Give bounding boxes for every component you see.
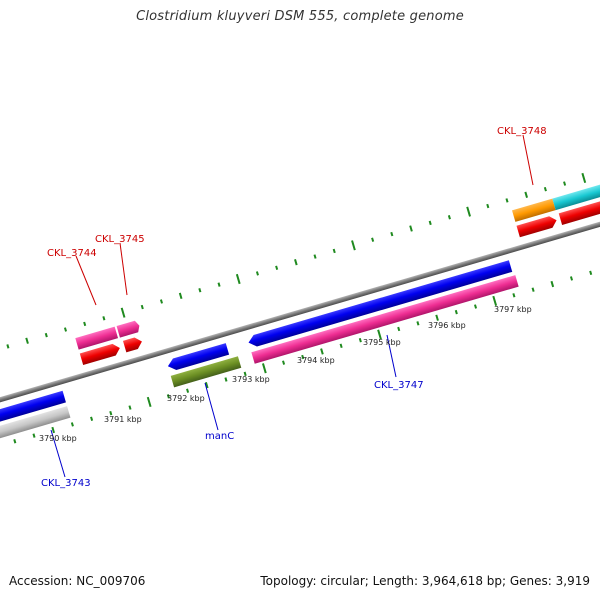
- cds-orange-CKL_3748: [512, 198, 556, 222]
- genome-summary-text: Topology: circular; Length: 3,964,618 bp…: [260, 574, 590, 588]
- cds-pink-CKL_3745: [116, 320, 140, 338]
- cds-red-1: [79, 343, 120, 365]
- scale-label: 3790 kbp: [39, 434, 77, 443]
- gene-label-CKL_3744: CKL_3744: [47, 248, 97, 259]
- gene-label-CKL_3743: CKL_3743: [41, 478, 91, 489]
- scale-label: 3791 kbp: [104, 415, 142, 424]
- leader-CKL_3745: [119, 242, 128, 296]
- scale-label: 3795 kbp: [363, 338, 401, 347]
- map-title: Clostridium kluyveri DSM 555, complete g…: [136, 9, 464, 24]
- reverse-tick-row: [13, 270, 593, 444]
- cds-red-right-1: [516, 216, 557, 238]
- cds-green-manC: [170, 356, 242, 388]
- gene-label-manC: manC: [205, 431, 234, 442]
- cds-pink-CKL_3747: [251, 275, 519, 364]
- gene-label-CKL_3747: CKL_3747: [374, 380, 424, 391]
- accession-text: Accession: NC_009706: [9, 574, 146, 588]
- leader-manC: [204, 382, 219, 431]
- cds-cyan-right: [552, 181, 600, 211]
- scale-label: 3792 kbp: [167, 394, 205, 403]
- scale-label: 3794 kbp: [297, 356, 335, 365]
- cds-blue-long: [248, 260, 513, 347]
- scale-label: 3797 kbp: [494, 305, 532, 314]
- leader-CKL_3743: [50, 429, 66, 478]
- gene-label-CKL_3748: CKL_3748: [497, 126, 547, 137]
- cds-pink-CKL_3744: [75, 326, 119, 350]
- leader-CKL_3744: [75, 255, 97, 306]
- forward-tick-row: [6, 172, 587, 349]
- scale-label: 3796 kbp: [428, 321, 466, 330]
- cds-blue-left: [0, 390, 66, 425]
- leader-CKL_3747: [386, 334, 397, 378]
- cds-red-2: [122, 337, 142, 353]
- scale-label: 3793 kbp: [232, 375, 270, 384]
- genome-backbone: [0, 216, 600, 408]
- gene-label-CKL_3745: CKL_3745: [95, 234, 145, 245]
- cds-gray-left: [0, 406, 71, 441]
- cds-red-right-2: [558, 196, 600, 225]
- cds-blue-mannose-upper: [167, 343, 230, 371]
- leader-CKL_3748: [522, 134, 534, 186]
